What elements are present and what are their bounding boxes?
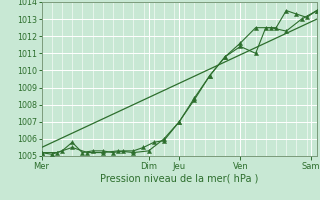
X-axis label: Pression niveau de la mer( hPa ): Pression niveau de la mer( hPa ) — [100, 173, 258, 183]
